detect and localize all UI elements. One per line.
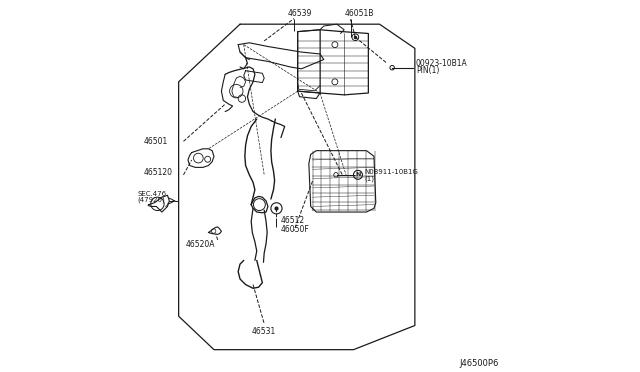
- Text: 46539: 46539: [287, 9, 312, 17]
- Text: J46500P6: J46500P6: [459, 359, 499, 368]
- Text: 46501: 46501: [143, 137, 168, 146]
- Text: 46512: 46512: [281, 216, 305, 225]
- Text: PIN(1): PIN(1): [416, 66, 439, 75]
- Text: 46051B: 46051B: [344, 9, 374, 17]
- Text: SEC.476: SEC.476: [138, 191, 167, 197]
- Text: (47920): (47920): [138, 197, 166, 203]
- Text: N: N: [355, 172, 360, 177]
- Text: (1): (1): [364, 175, 374, 182]
- Text: 465120: 465120: [143, 169, 172, 177]
- Text: 46520A: 46520A: [186, 240, 215, 249]
- Text: N08911-10B1G: N08911-10B1G: [364, 169, 418, 175]
- Text: 46531: 46531: [252, 327, 276, 336]
- Text: 00923-10B1A: 00923-10B1A: [416, 59, 468, 68]
- Text: 46050F: 46050F: [281, 225, 310, 234]
